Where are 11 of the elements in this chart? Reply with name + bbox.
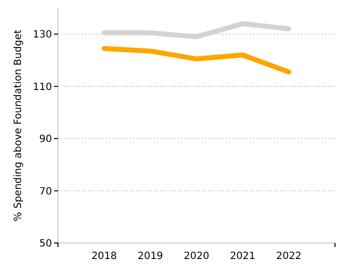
x-tick-label: 2022 [276,251,302,262]
y-tick-label: 90 [39,134,52,146]
y-tick-label: 130 [32,30,52,41]
y-tick-label: 70 [39,186,52,198]
x-tick-label: 2020 [184,251,210,262]
y-tick-label: 50 [39,238,52,250]
x-tick-label: 2021 [230,251,256,262]
y-tick-label: 110 [32,82,52,93]
x-tick-label: 2019 [138,251,164,262]
x-tick-label: 2018 [91,251,117,262]
y-axis-title: % Spending above Foundation Budget [13,30,24,222]
